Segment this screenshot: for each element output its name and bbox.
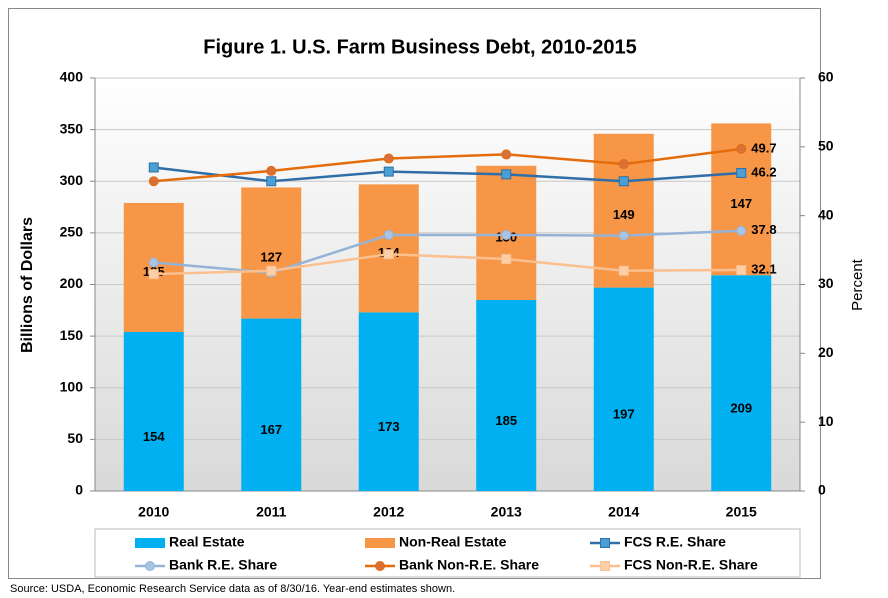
line-marker — [148, 269, 159, 280]
legend-label: Real Estate — [169, 534, 245, 550]
y2-tick-label: 60 — [818, 69, 834, 85]
y-axis-label: Billions of Dollars — [19, 217, 36, 353]
line-marker — [383, 166, 394, 177]
y-tick-label: 300 — [60, 172, 84, 188]
y-tick-label: 250 — [60, 224, 84, 240]
x-tick-label: 2013 — [491, 504, 522, 520]
line-data-label: 46.2 — [751, 164, 776, 179]
y-tick-label: 150 — [60, 327, 84, 343]
legend-marker — [600, 538, 610, 548]
line-marker — [618, 265, 629, 276]
bar — [358, 312, 419, 491]
line-marker — [383, 229, 394, 240]
legend-label: FCS R.E. Share — [624, 534, 726, 550]
legend-marker — [145, 561, 155, 571]
y-tick-label: 350 — [60, 120, 84, 136]
line-marker — [383, 249, 394, 260]
line-marker — [736, 167, 747, 178]
bar — [123, 331, 184, 491]
line-marker — [266, 176, 277, 187]
line-marker — [501, 254, 512, 265]
legend-label: Bank R.E. Share — [169, 557, 277, 573]
y2-tick-label: 50 — [818, 138, 834, 154]
line-marker — [501, 149, 512, 160]
line-marker — [618, 176, 629, 187]
line-series — [153, 166, 742, 183]
line-data-label: 49.7 — [751, 140, 776, 155]
bar-data-label: 197 — [613, 407, 635, 422]
y-tick-label: 0 — [75, 482, 83, 498]
bar — [711, 275, 772, 491]
line-marker — [618, 159, 629, 170]
x-tick-label: 2012 — [373, 504, 404, 520]
line-marker — [266, 265, 277, 276]
legend-swatch — [365, 538, 395, 548]
bar — [241, 187, 302, 319]
bar — [593, 287, 654, 491]
line-marker — [736, 225, 747, 236]
line-marker — [266, 165, 277, 176]
y2-axis-label: Percent — [849, 258, 866, 311]
line-marker — [501, 169, 512, 180]
line-series — [153, 147, 742, 183]
line-data-label: 32.1 — [751, 261, 776, 276]
chart-title: Figure 1. U.S. Farm Business Debt, 2010-… — [203, 36, 637, 58]
y2-tick-label: 0 — [818, 482, 826, 498]
y-tick-label: 50 — [67, 430, 83, 446]
y2-tick-label: 10 — [818, 413, 834, 429]
bar-data-label: 173 — [378, 419, 400, 434]
y2-tick-label: 20 — [818, 344, 834, 360]
line-marker — [148, 176, 159, 187]
line-data-label: 37.8 — [751, 222, 776, 237]
line-marker — [618, 230, 629, 241]
legend-label: FCS Non-R.E. Share — [624, 557, 758, 573]
bar-data-label: 154 — [143, 429, 165, 444]
line-marker — [501, 229, 512, 240]
line-marker — [383, 153, 394, 164]
bar — [358, 184, 419, 313]
x-tick-label: 2011 — [256, 504, 287, 520]
bar-data-label: 127 — [260, 249, 282, 264]
y-tick-label: 200 — [60, 275, 84, 291]
bar-data-label: 149 — [613, 207, 635, 222]
y2-tick-label: 30 — [818, 275, 834, 291]
line-marker — [736, 265, 747, 276]
y2-tick-label: 40 — [818, 206, 834, 222]
legend-marker — [600, 561, 610, 571]
x-tick-label: 2015 — [726, 504, 757, 520]
bar — [241, 318, 302, 491]
legend-label: Non-Real Estate — [399, 534, 507, 550]
legend-marker — [375, 561, 385, 571]
x-tick-label: 2014 — [608, 504, 639, 520]
bar-data-label: 209 — [730, 401, 752, 416]
legend — [94, 528, 801, 578]
bar-data-label: 147 — [730, 196, 752, 211]
legend-swatch — [135, 538, 165, 548]
x-tick-label: 2010 — [138, 504, 169, 520]
bar-data-label: 185 — [495, 413, 517, 428]
y-tick-label: 400 — [60, 69, 84, 85]
bar-data-label: 167 — [260, 422, 282, 437]
source-note: Source: USDA, Economic Research Service … — [10, 583, 455, 595]
y-tick-label: 100 — [60, 378, 84, 394]
line-marker — [148, 162, 159, 173]
bar — [476, 299, 537, 491]
line-marker — [148, 257, 159, 268]
legend-label: Bank Non-R.E. Share — [399, 557, 539, 573]
line-marker — [736, 143, 747, 154]
line-series — [153, 252, 742, 276]
